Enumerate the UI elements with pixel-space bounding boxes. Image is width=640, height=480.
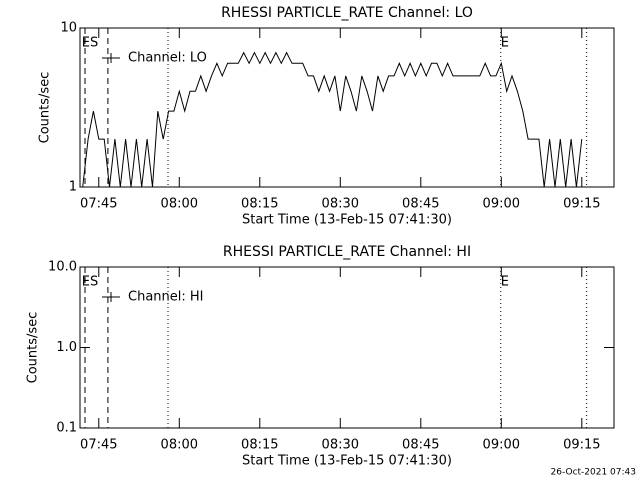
annotation: ES: [82, 275, 98, 290]
y-tick-label: 1: [69, 180, 77, 195]
x-tick-label: 08:00: [161, 438, 198, 453]
y-tick-label: 0.1: [56, 421, 77, 436]
x-tick-label: 08:00: [161, 197, 198, 212]
x-tick-label: 08:15: [241, 197, 278, 212]
x-axis-title: Start Time (13-Feb-15 07:41:30): [242, 454, 452, 469]
x-tick-label: 09:00: [483, 438, 520, 453]
x-tick-label: 09:00: [483, 197, 520, 212]
annotation: E: [501, 36, 509, 51]
legend-label: Channel: HI: [128, 290, 204, 305]
legend-label: Channel: LO: [128, 51, 207, 66]
y-axis-title: Counts/sec: [38, 72, 53, 144]
chart-title: RHESSI PARTICLE_RATE Channel: HI: [223, 244, 471, 260]
x-axis-title: Start Time (13-Feb-15 07:41:30): [242, 213, 452, 228]
x-tick-label: 08:15: [241, 438, 278, 453]
y-axis-title: Counts/sec: [26, 312, 41, 384]
x-tick-label: 08:45: [402, 197, 439, 212]
y-tick-label: 10.0: [48, 260, 77, 275]
x-tick-label: 07:45: [80, 197, 117, 212]
x-tick-label: 07:45: [80, 438, 117, 453]
data-line: [82, 51, 583, 188]
x-tick-label: 08:30: [322, 438, 359, 453]
x-tick-label: 09:15: [563, 438, 600, 453]
x-tick-label: 08:30: [322, 197, 359, 212]
annotation: ES: [82, 36, 98, 51]
y-tick-label: 1.0: [56, 340, 77, 355]
footer: 26-Oct-2021 07:43: [551, 468, 636, 478]
x-tick-label: 08:45: [402, 438, 439, 453]
annotation: E: [501, 275, 509, 290]
chart-title: RHESSI PARTICLE_RATE Channel: LO: [221, 5, 473, 21]
x-tick-label: 09:15: [563, 197, 600, 212]
plot-frame: [79, 27, 615, 188]
y-tick-label: 10: [60, 21, 77, 36]
